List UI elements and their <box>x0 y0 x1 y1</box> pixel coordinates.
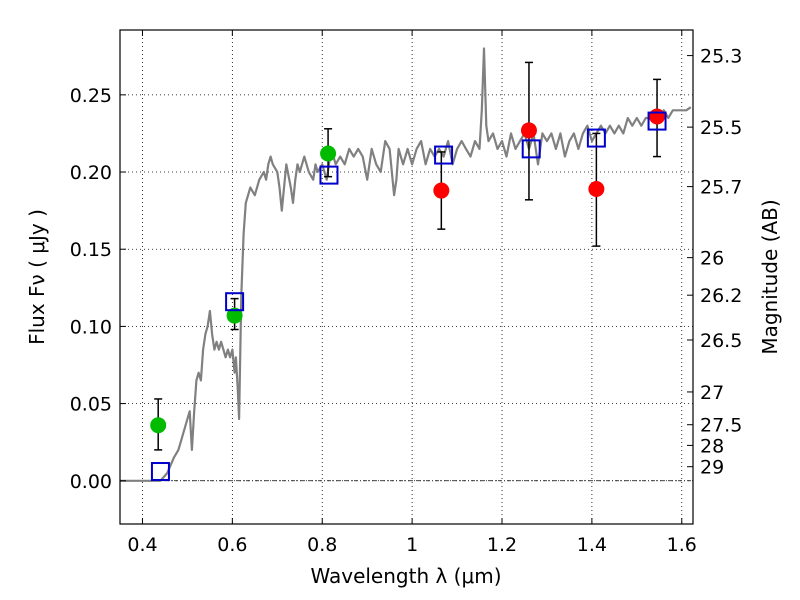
photometry-point <box>320 145 337 162</box>
photometry-point <box>520 122 537 139</box>
spectrum-line <box>120 47 692 482</box>
photometry-point <box>588 181 605 198</box>
model-flux-square <box>225 292 245 312</box>
magnitude-tick-label: 28 <box>700 435 724 457</box>
y-tick-label: 0.00 <box>70 471 112 493</box>
magnitude-tick-label: 26.2 <box>700 285 742 307</box>
y-tick-label: 0.15 <box>70 239 112 261</box>
model-spectrum-line <box>120 47 692 482</box>
magnitude-tick-label: 26.5 <box>700 330 742 352</box>
magnitude-tick-label: 25.7 <box>700 177 742 199</box>
model-flux-square <box>150 462 170 482</box>
x-axis-label: Wavelength λ (μm) <box>310 564 501 588</box>
magnitude-tick-label: 27 <box>700 382 724 404</box>
right-axis-label: Magnitude (AB) <box>758 199 782 354</box>
magnitude-tick-label: 29 <box>700 457 724 479</box>
y-ticks: 0.00 0.05 0.10 0.15 0.20 0.25 <box>70 85 126 493</box>
y-tick-label: 0.20 <box>70 162 112 184</box>
magnitude-tick-label: 25.3 <box>700 46 742 68</box>
photometry-point <box>150 417 167 434</box>
photometry-point <box>226 307 243 324</box>
data-markers <box>150 108 667 482</box>
photometry-point <box>433 182 450 199</box>
error-bars <box>154 61 662 451</box>
x-tick-label: 1.6 <box>667 534 697 556</box>
y-tick-label: 0.05 <box>70 394 112 416</box>
grid <box>120 30 693 524</box>
x-tick-label: 0.8 <box>307 534 337 556</box>
x-tick-label: 1.2 <box>487 534 517 556</box>
model-flux-square <box>586 128 606 148</box>
y-tick-label: 0.25 <box>70 85 112 107</box>
photometry-point <box>649 108 666 125</box>
magnitude-tick-label: 27.5 <box>700 415 742 437</box>
y-tick-label: 0.10 <box>70 316 112 338</box>
magnitude-tick-label: 26 <box>700 248 724 270</box>
y-axis-label: Flux Fν ( μJy ) <box>25 209 49 345</box>
model-flux-square <box>319 165 339 185</box>
x-tick-label: 0.6 <box>217 534 247 556</box>
x-tick-label: 1 <box>406 534 418 556</box>
magnitude-tick-label: 25.5 <box>700 117 742 139</box>
model-flux-square <box>521 139 541 159</box>
x-tick-label: 0.4 <box>127 534 157 556</box>
model-flux-square <box>647 111 667 131</box>
x-tick-label: 1.4 <box>577 534 607 556</box>
plot-frame <box>119 29 694 525</box>
x-ticks: 0.4 0.6 0.8 1 1.2 1.4 1.6 <box>127 30 697 556</box>
model-flux-square <box>434 145 454 165</box>
